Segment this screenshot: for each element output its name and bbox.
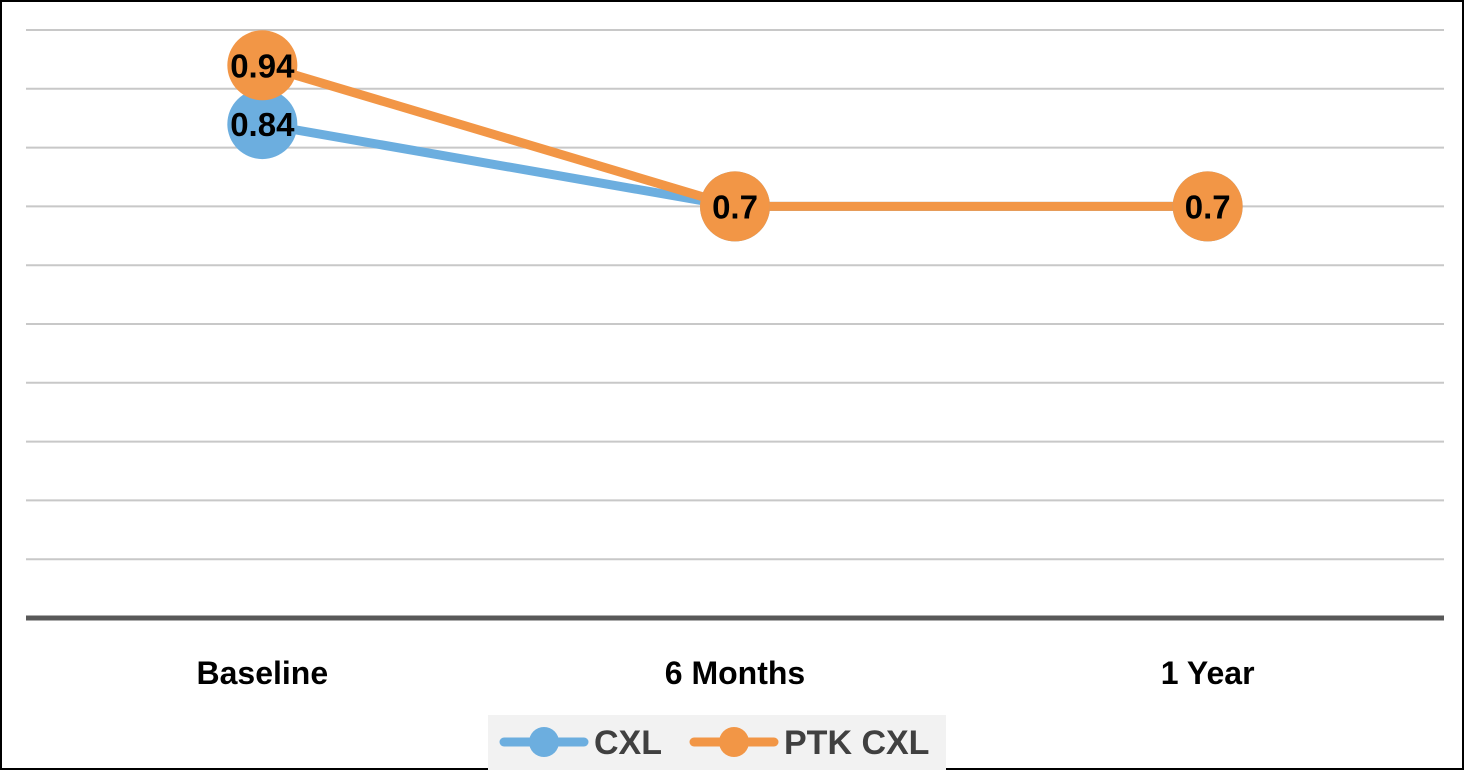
gridlines bbox=[26, 29, 1444, 561]
data-point-series-1-0 bbox=[227, 30, 298, 101]
data-point-series-1-2 bbox=[1172, 171, 1243, 242]
data-label-series-1-0: 0.94 bbox=[230, 47, 295, 84]
data-labels: 0.84 0.94 0.7 0.7 bbox=[230, 47, 1230, 225]
legend: CXL PTK CXL bbox=[488, 715, 946, 770]
data-point-series-0-0 bbox=[227, 89, 298, 160]
data-markers bbox=[227, 30, 1243, 242]
data-point-series-1-1 bbox=[700, 171, 770, 242]
x-tick-label: Baseline bbox=[197, 655, 329, 691]
x-tick-label: 1 Year bbox=[1161, 655, 1255, 691]
data-label-series-0-0: 0.84 bbox=[230, 106, 295, 143]
legend-label-0: CXL bbox=[594, 724, 662, 762]
legend-label-1: PTK CXL bbox=[784, 724, 929, 762]
data-label-series-1-2: 0.7 bbox=[1185, 188, 1231, 225]
legend-marker-1 bbox=[719, 727, 749, 757]
x-tick-label: 6 Months bbox=[665, 655, 805, 691]
data-label-series-1-1: 0.7 bbox=[712, 188, 758, 225]
legend-marker-0 bbox=[529, 727, 559, 757]
x-tick-labels: Baseline 6 Months 1 Year bbox=[197, 655, 1255, 691]
